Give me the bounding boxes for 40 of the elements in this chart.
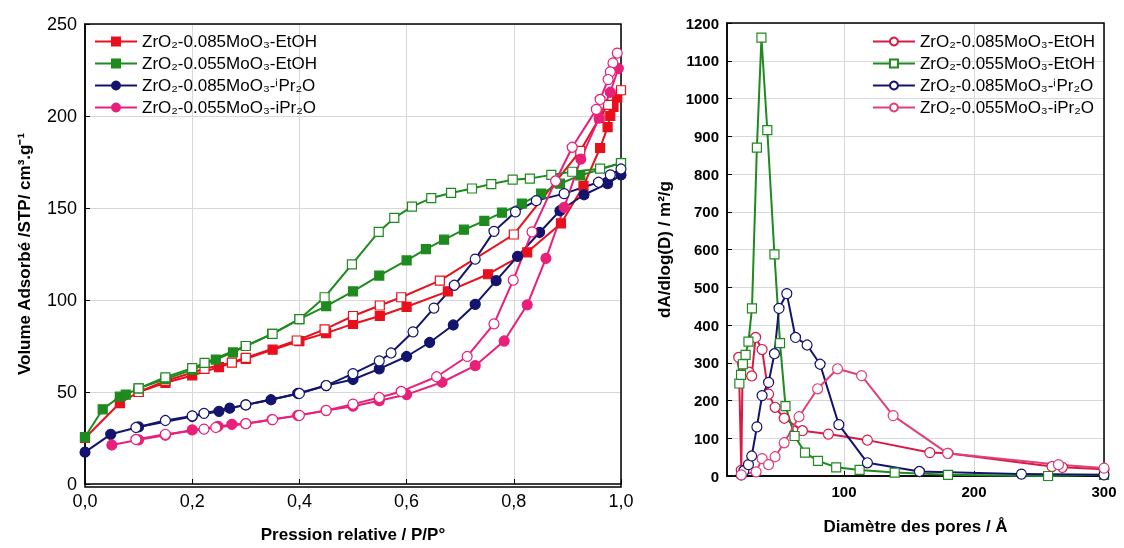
y-tick-label: 600 bbox=[693, 241, 719, 258]
legend-label: ZrO₂-0.085MoO₃-ⁱPr₂O bbox=[142, 76, 316, 95]
legend-label: ZrO₂-0.085MoO₃-ⁱPr₂O bbox=[919, 76, 1094, 95]
x-tick-label: 0,2 bbox=[179, 491, 205, 511]
legend-label: ZrO₂-0.055MoO₃-iPr₂O bbox=[142, 98, 317, 117]
y-tick-label: 100 bbox=[46, 290, 77, 310]
x-tick-label: 0,8 bbox=[501, 491, 527, 511]
y-tick-label: 300 bbox=[693, 354, 719, 372]
x-axis-title: Diamètre des pores / Å bbox=[823, 517, 1008, 536]
y-axis-title: Volume Adsorbé /STP/ cm³.g⁻¹ bbox=[15, 132, 34, 376]
y-tick-label: 1200 bbox=[685, 14, 719, 32]
x-tick-label: 1,0 bbox=[608, 491, 634, 511]
legend-label: ZrO₂-0.055MoO₃-iPr₂O bbox=[919, 98, 1095, 117]
y-tick-label: 900 bbox=[693, 127, 719, 145]
legend-label: ZrO₂-0.085MoO₃-EtOH bbox=[142, 32, 318, 51]
x-tick-label: 0,4 bbox=[286, 491, 312, 511]
y-axis-title: dA/dlog(D) / m²/g bbox=[655, 181, 674, 318]
x-tick-label: 0,0 bbox=[72, 491, 98, 511]
y-tick-label: 250 bbox=[46, 14, 77, 34]
y-tick-label: 200 bbox=[693, 392, 719, 409]
y-tick-label: 400 bbox=[693, 316, 719, 334]
y-tick-label: 700 bbox=[693, 203, 719, 221]
x-tick-label: 0,6 bbox=[394, 491, 420, 511]
x-axis-title: Pression relative / P/P° bbox=[260, 525, 446, 544]
x-tick-label: 100 bbox=[831, 483, 857, 500]
legend-label: ZrO₂-0.055MoO₃-EtOH bbox=[142, 54, 318, 73]
y-tick-label: 200 bbox=[46, 106, 77, 126]
legend-label: ZrO₂-0.085MoO₃-EtOH bbox=[919, 32, 1096, 51]
y-tick-label: 800 bbox=[693, 165, 719, 183]
y-tick-label: 0 bbox=[710, 467, 719, 485]
y-tick-label: 1100 bbox=[686, 52, 719, 70]
y-tick-label: 0 bbox=[66, 474, 77, 494]
y-tick-label: 100 bbox=[693, 429, 719, 447]
y-tick-label: 150 bbox=[46, 198, 77, 218]
y-tick-label: 1000 bbox=[685, 90, 719, 107]
x-tick-label: 300 bbox=[1091, 483, 1117, 500]
y-tick-label: 500 bbox=[693, 278, 719, 296]
y-tick-label: 50 bbox=[56, 382, 77, 402]
x-tick-label: 200 bbox=[961, 483, 987, 500]
legend-label: ZrO₂-0.055MoO₃-EtOH bbox=[919, 54, 1096, 73]
